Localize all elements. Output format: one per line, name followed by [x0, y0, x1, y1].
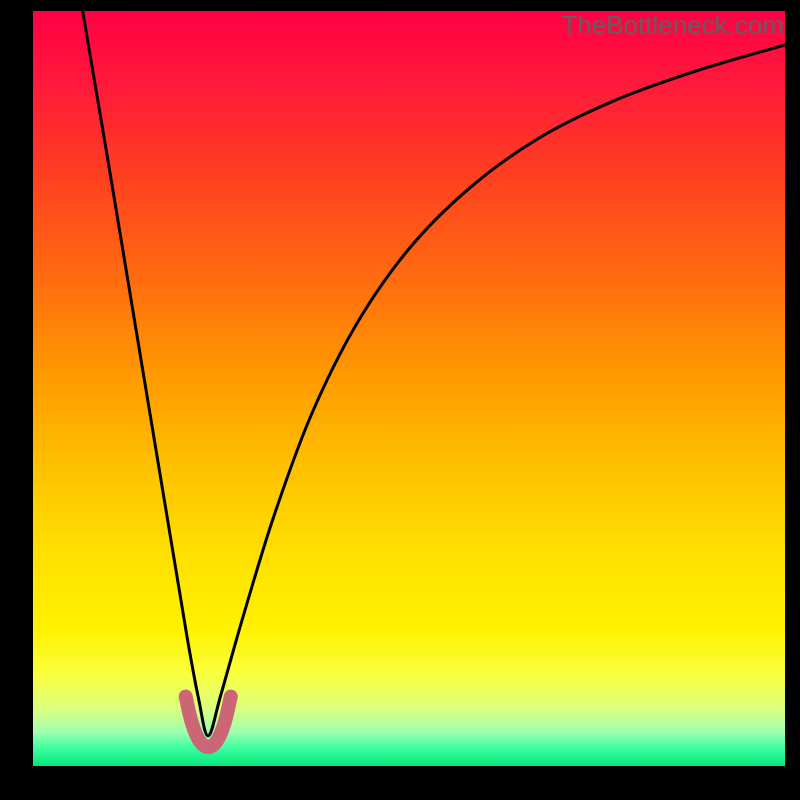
plot-area — [33, 11, 785, 766]
watermark-text: TheBottleneck.com — [561, 10, 784, 41]
bottleneck-chart — [33, 11, 785, 766]
